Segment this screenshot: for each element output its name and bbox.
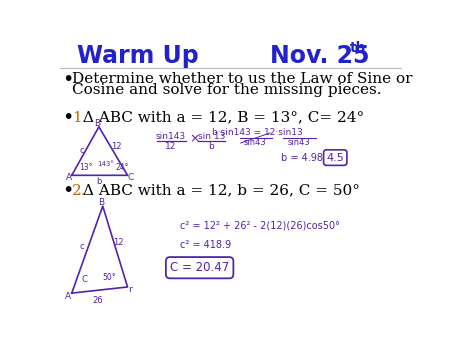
Text: b·sin143 = 12·sin13: b·sin143 = 12·sin13 bbox=[212, 128, 303, 138]
Text: •: • bbox=[63, 70, 74, 89]
Text: Δ ABC with a = 12, b = 26, C = 50°: Δ ABC with a = 12, b = 26, C = 50° bbox=[83, 184, 360, 198]
Text: B: B bbox=[98, 198, 104, 207]
Text: r: r bbox=[128, 285, 132, 294]
Text: 143°: 143° bbox=[97, 161, 114, 167]
Text: C = 20.47: C = 20.47 bbox=[170, 261, 229, 274]
Text: 13°: 13° bbox=[79, 163, 92, 172]
Text: c² = 418.9: c² = 418.9 bbox=[180, 240, 231, 249]
Text: sin43: sin43 bbox=[244, 139, 267, 147]
Text: c² = 12² + 26² - 2(12)(26)cos50°: c² = 12² + 26² - 2(12)(26)cos50° bbox=[180, 220, 340, 231]
Text: Cosine and solve for the missing pieces.: Cosine and solve for the missing pieces. bbox=[72, 83, 381, 97]
Text: 12: 12 bbox=[111, 142, 121, 151]
Text: sin143: sin143 bbox=[156, 132, 186, 141]
Text: 1.: 1. bbox=[72, 111, 86, 125]
Text: A: A bbox=[65, 292, 71, 301]
Text: 12: 12 bbox=[165, 142, 177, 150]
Text: C: C bbox=[82, 275, 88, 284]
Text: ×: × bbox=[189, 132, 199, 146]
Text: 24°: 24° bbox=[115, 163, 129, 172]
Text: 50°: 50° bbox=[103, 273, 117, 282]
Text: b: b bbox=[96, 177, 102, 186]
Text: A: A bbox=[66, 173, 72, 182]
Text: 4.5: 4.5 bbox=[326, 152, 344, 163]
Text: 26: 26 bbox=[93, 296, 104, 305]
Text: 12: 12 bbox=[113, 238, 123, 247]
Text: b: b bbox=[208, 142, 214, 150]
Text: sin 13: sin 13 bbox=[198, 132, 225, 141]
Text: Warm Up: Warm Up bbox=[77, 44, 198, 68]
Text: Determine whether to us the Law of Sine or: Determine whether to us the Law of Sine … bbox=[72, 72, 412, 86]
Text: •: • bbox=[63, 181, 74, 200]
Text: sin43: sin43 bbox=[288, 139, 310, 147]
Text: th: th bbox=[350, 41, 367, 55]
Text: b = 4.985  ≈: b = 4.985 ≈ bbox=[281, 152, 344, 163]
Text: c: c bbox=[80, 242, 84, 251]
Text: B: B bbox=[94, 119, 100, 128]
Text: C: C bbox=[127, 173, 134, 182]
Text: c: c bbox=[80, 146, 84, 155]
Text: 2.: 2. bbox=[72, 184, 86, 198]
Text: •: • bbox=[63, 108, 74, 127]
Text: Δ ABC with a = 12, B = 13°, C= 24°: Δ ABC with a = 12, B = 13°, C= 24° bbox=[83, 111, 364, 125]
Text: Nov. 25: Nov. 25 bbox=[270, 44, 369, 68]
